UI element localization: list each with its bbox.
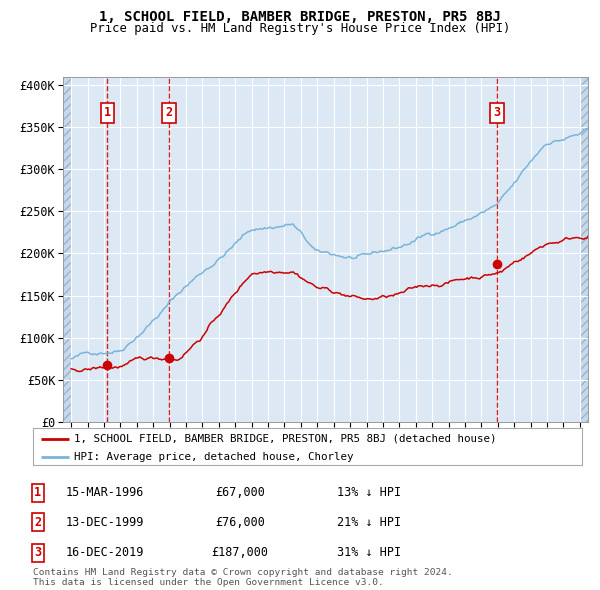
Text: 16-DEC-2019: 16-DEC-2019 — [66, 546, 144, 559]
Text: 13% ↓ HPI: 13% ↓ HPI — [337, 486, 401, 499]
Text: 15-MAR-1996: 15-MAR-1996 — [66, 486, 144, 499]
Text: £67,000: £67,000 — [215, 486, 265, 499]
Text: 1: 1 — [104, 106, 111, 119]
Text: Price paid vs. HM Land Registry's House Price Index (HPI): Price paid vs. HM Land Registry's House … — [90, 22, 510, 35]
Text: 1, SCHOOL FIELD, BAMBER BRIDGE, PRESTON, PR5 8BJ (detached house): 1, SCHOOL FIELD, BAMBER BRIDGE, PRESTON,… — [74, 434, 497, 444]
Text: HPI: Average price, detached house, Chorley: HPI: Average price, detached house, Chor… — [74, 452, 353, 462]
Text: 1, SCHOOL FIELD, BAMBER BRIDGE, PRESTON, PR5 8BJ: 1, SCHOOL FIELD, BAMBER BRIDGE, PRESTON,… — [99, 10, 501, 24]
Text: 31% ↓ HPI: 31% ↓ HPI — [337, 546, 401, 559]
Text: £187,000: £187,000 — [212, 546, 269, 559]
Text: 2: 2 — [166, 106, 173, 119]
Text: 13-DEC-1999: 13-DEC-1999 — [66, 516, 144, 529]
Bar — [63, 77, 71, 422]
Text: Contains HM Land Registry data © Crown copyright and database right 2024.
This d: Contains HM Land Registry data © Crown c… — [33, 568, 453, 587]
Bar — [580, 77, 588, 422]
Text: 21% ↓ HPI: 21% ↓ HPI — [337, 516, 401, 529]
Text: 3: 3 — [34, 546, 41, 559]
Text: £76,000: £76,000 — [215, 516, 265, 529]
Text: 2: 2 — [34, 516, 41, 529]
Text: 3: 3 — [494, 106, 500, 119]
Text: 1: 1 — [34, 486, 41, 499]
